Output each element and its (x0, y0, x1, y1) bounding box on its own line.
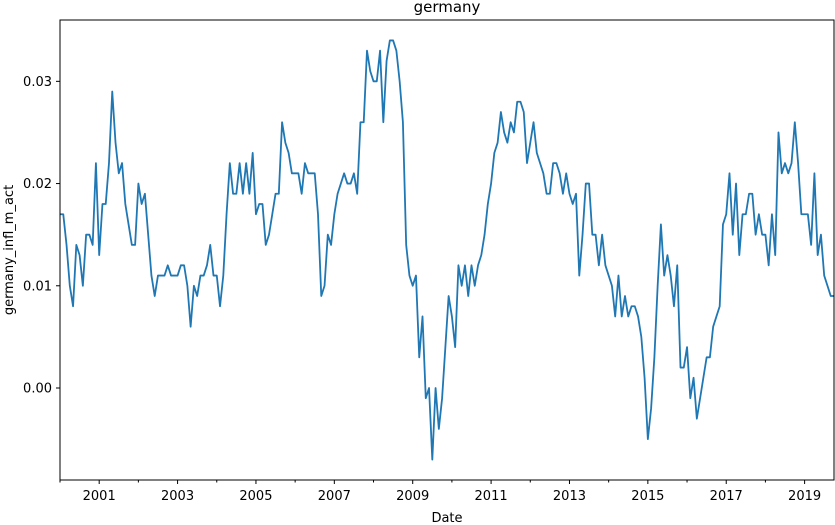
chart-title: germany (414, 0, 481, 16)
y-tick-label: 0.03 (23, 75, 52, 90)
y-tick-label: 0.00 (23, 382, 52, 397)
y-tick-label: 0.01 (23, 279, 52, 294)
x-tick-label: 2007 (318, 489, 351, 504)
x-tick-label: 2017 (710, 489, 743, 504)
x-tick-label: 2005 (239, 489, 272, 504)
x-tick-label: 2009 (396, 489, 429, 504)
series-line (60, 39, 834, 461)
y-tick-label: 0.02 (23, 177, 52, 192)
y-axis-title: germany_infl_m_act (2, 185, 17, 315)
x-axis-ticks: 2001 2003 2005 2007 2009 2011 2013 2015 2017 2019 (59, 480, 821, 504)
y-axis-ticks: 0.00 0.01 0.02 0.03 (23, 75, 60, 397)
x-axis-title: Date (431, 511, 462, 525)
x-tick-label: 2015 (631, 489, 664, 504)
x-tick-label: 2013 (553, 489, 586, 504)
x-tick-label: 2019 (788, 489, 821, 504)
x-tick-label: 2011 (475, 489, 508, 504)
plot-frame (59, 19, 835, 481)
x-tick-label: 2003 (161, 489, 194, 504)
x-tick-label: 2001 (83, 489, 116, 504)
